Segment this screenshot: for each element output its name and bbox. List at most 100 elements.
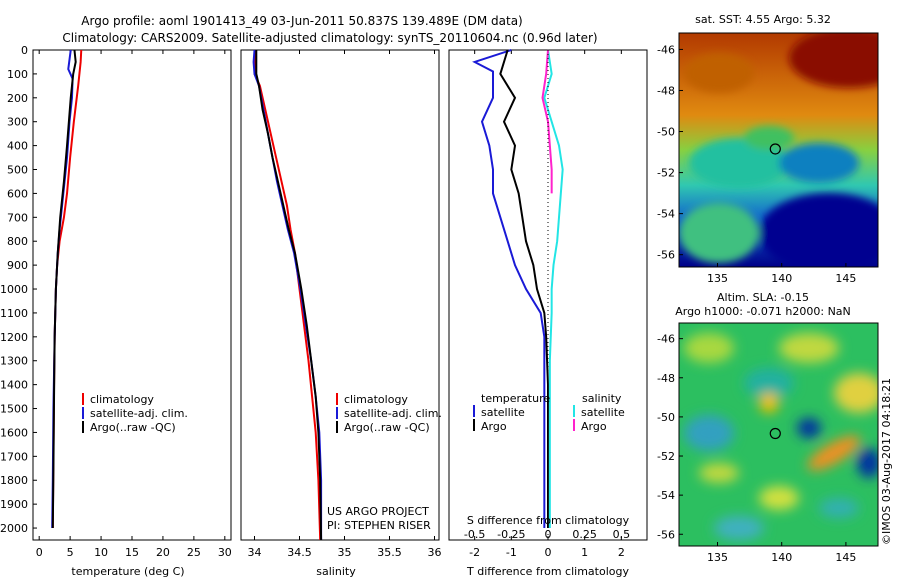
map-x-tick-label: 145 bbox=[835, 551, 856, 564]
s-tick-label: -0.25 bbox=[497, 528, 525, 541]
map-x-tick-label: 145 bbox=[835, 272, 856, 285]
project-annotation: US ARGO PROJECT bbox=[327, 505, 429, 518]
sst-map-axes: -46 -48 -50 -52 -54 -56 135 140 145 bbox=[657, 43, 856, 285]
y-tick-label: 1700 bbox=[0, 450, 28, 463]
y-tick-label: 700 bbox=[7, 211, 28, 224]
s-tick-label: 0.25 bbox=[572, 528, 597, 541]
sla-map-title-2: Argo h1000: -0.071 h2000: NaN bbox=[675, 305, 851, 318]
x-tick-label: 10 bbox=[94, 546, 108, 559]
salinity-plot: 34 34.5 35 35.5 36 bbox=[248, 49, 442, 559]
sla-map-axes: -46 -48 -50 -52 -54 -56 135 140 145 bbox=[657, 333, 856, 564]
map-x-tick-label: 135 bbox=[707, 272, 728, 285]
y-tick-label: 400 bbox=[7, 140, 28, 153]
map-y-tick-label: -56 bbox=[657, 249, 675, 262]
salinity-panel bbox=[240, 49, 440, 541]
legend-label-climatology: climatology bbox=[90, 393, 154, 406]
difference-legend: temperature salinity satellite Argo sate… bbox=[467, 392, 630, 527]
legend-label-satellite: satellite-adj. clim. bbox=[90, 407, 188, 420]
map-x-tick-label: 135 bbox=[707, 551, 728, 564]
y-tick-label: 500 bbox=[7, 164, 28, 177]
map-y-tick-label: -52 bbox=[657, 450, 675, 463]
legend-label-t-satellite: satellite bbox=[481, 406, 525, 419]
x-tick-label: 2 bbox=[618, 546, 625, 559]
x-tick-label: 20 bbox=[156, 546, 170, 559]
temperature-panel bbox=[32, 49, 232, 541]
legend-label-climatology: climatology bbox=[344, 393, 408, 406]
y-tick-label: 1200 bbox=[0, 331, 28, 344]
s-difference-label: S difference from climatology bbox=[467, 514, 630, 527]
x-tick-label: 0 bbox=[545, 546, 552, 559]
y-tick-label: 600 bbox=[7, 187, 28, 200]
y-tick-label: 1800 bbox=[0, 474, 28, 487]
salinity-xlabel: salinity bbox=[316, 565, 356, 578]
sla-map-image bbox=[679, 323, 878, 546]
map-y-tick-label: -50 bbox=[657, 126, 675, 139]
profile-location-marker bbox=[769, 427, 781, 440]
y-tick-label: 1000 bbox=[0, 283, 28, 296]
series-line-climatology bbox=[253, 50, 322, 541]
map-y-tick-label: -50 bbox=[657, 411, 675, 424]
profile-location-marker bbox=[769, 143, 781, 155]
x-tick-label: 1 bbox=[581, 546, 588, 559]
y-tick-label: 1900 bbox=[0, 498, 28, 511]
series-line-climatology bbox=[51, 49, 83, 529]
y-tick-label: 800 bbox=[7, 235, 28, 248]
x-tick-label: 34 bbox=[248, 546, 262, 559]
y-tick-label: 1100 bbox=[0, 307, 28, 320]
x-tick-label: 5 bbox=[67, 546, 74, 559]
x-tick-label: 30 bbox=[218, 546, 232, 559]
s-tick-label: 0 bbox=[545, 528, 552, 541]
x-tick-label: 35 bbox=[338, 546, 352, 559]
legend-label-s-argo: Argo bbox=[581, 420, 607, 433]
x-tick-label: 25 bbox=[187, 546, 201, 559]
sst-map-image bbox=[679, 33, 878, 267]
series-line-satellite bbox=[543, 49, 564, 529]
y-tick-label: 1600 bbox=[0, 426, 28, 439]
map-y-tick-label: -46 bbox=[657, 333, 675, 346]
y-tick-label: 100 bbox=[7, 68, 28, 81]
salinity-legend: climatology satellite-adj. clim. Argo(..… bbox=[327, 393, 442, 532]
legend-label-argo: Argo(..raw -QC) bbox=[90, 421, 176, 434]
x-tick-label: 0 bbox=[36, 546, 43, 559]
sst-map-title: sat. SST: 4.55 Argo: 5.32 bbox=[695, 13, 831, 26]
title-line-1: Argo profile: aoml 1901413_49 03-Jun-201… bbox=[81, 14, 522, 28]
legend-title-temperature: temperature bbox=[481, 392, 550, 405]
sla-map: Altim. SLA: -0.15 Argo h1000: -0.071 h20… bbox=[675, 291, 879, 547]
map-y-tick-label: -48 bbox=[657, 84, 675, 97]
map-y-tick-label: -54 bbox=[657, 489, 675, 502]
series-line-satellite bbox=[472, 49, 546, 529]
y-tick-label: 900 bbox=[7, 259, 28, 272]
y-tick-label: 0 bbox=[21, 44, 28, 57]
series-line-argo bbox=[499, 49, 549, 529]
pi-annotation: PI: STEPHEN RISER bbox=[327, 519, 431, 532]
title-line-2: Climatology: CARS2009. Satellite-adjuste… bbox=[62, 31, 597, 45]
x-tick-label: 36 bbox=[428, 546, 442, 559]
s-tick-label: -0.5 bbox=[464, 528, 485, 541]
legend-label-argo: Argo(..raw -QC) bbox=[344, 421, 430, 434]
temperature-legend: climatology satellite-adj. clim. Argo(..… bbox=[82, 393, 188, 434]
y-tick-label: 1300 bbox=[0, 355, 28, 368]
legend-title-salinity: salinity bbox=[582, 392, 622, 405]
y-tick-label: 300 bbox=[7, 116, 28, 129]
map-y-tick-label: -52 bbox=[657, 167, 675, 180]
map-y-tick-label: -54 bbox=[657, 208, 675, 221]
y-tick-label: 200 bbox=[7, 92, 28, 105]
x-tick-label: -2 bbox=[469, 546, 480, 559]
series-line-satellite-adj-clim bbox=[252, 49, 323, 540]
y-tick-label: 2000 bbox=[0, 522, 28, 535]
difference-plot: -2 -1 0 1 2 -0.5 -0.25 0 0.25 0.5 bbox=[464, 49, 631, 559]
credit-text: ©IMOS 03-Aug-2017 04:18:21 bbox=[880, 378, 893, 545]
series-line-argo-raw-qc bbox=[51, 49, 77, 529]
map-x-tick-label: 140 bbox=[771, 272, 792, 285]
sla-map-title-1: Altim. SLA: -0.15 bbox=[717, 291, 809, 304]
map-y-tick-label: -56 bbox=[657, 528, 675, 541]
x-tick-label: -1 bbox=[506, 546, 517, 559]
x-tick-label: 34.5 bbox=[287, 546, 312, 559]
legend-label-s-satellite: satellite bbox=[581, 406, 625, 419]
s-tick-label: 0.5 bbox=[613, 528, 631, 541]
x-tick-label: 15 bbox=[125, 546, 139, 559]
map-y-tick-label: -46 bbox=[657, 43, 675, 56]
series-line-argo-raw-qc bbox=[255, 50, 323, 541]
temperature-plot: 0 5 10 15 20 25 300100200300400500600700800900… bbox=[0, 44, 232, 559]
